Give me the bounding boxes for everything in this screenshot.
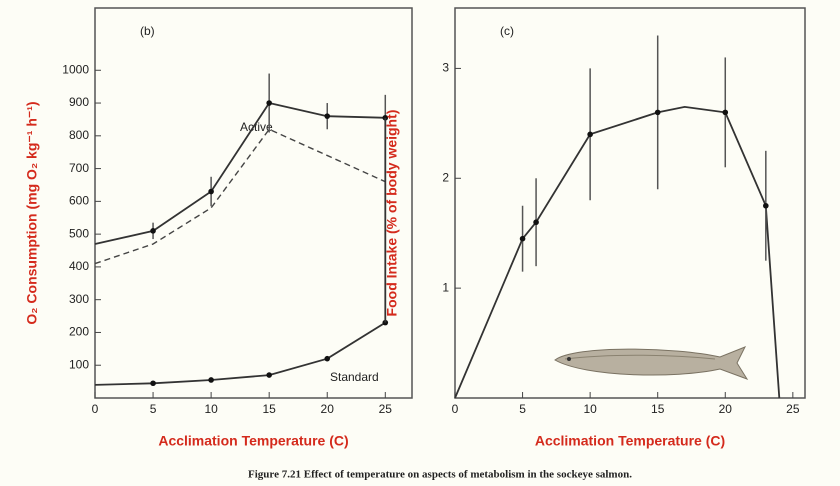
data-point <box>763 202 769 209</box>
series-line <box>94 321 386 386</box>
data-point <box>208 377 214 383</box>
annotation: Standard <box>330 370 379 384</box>
y-tick-label: 500 <box>69 226 89 240</box>
data-point <box>208 188 214 195</box>
data-point <box>722 109 729 116</box>
plot-frame <box>454 7 806 399</box>
y-tick-label: 400 <box>69 259 89 273</box>
y-tick-label: 900 <box>69 95 89 109</box>
data-point <box>519 235 526 242</box>
data-point <box>654 109 661 116</box>
fish-illustration <box>554 346 749 380</box>
data-point <box>382 319 389 326</box>
data-point <box>266 372 272 378</box>
data-point <box>266 100 272 106</box>
x-axis-label: Acclimation Temperature (C) <box>535 433 725 449</box>
x-tick-label: 15 <box>262 402 276 416</box>
x-tick-label: 0 <box>452 402 459 416</box>
y-tick-label: 300 <box>69 292 89 306</box>
y-tick-label: 1000 <box>62 62 89 76</box>
data-point <box>150 380 156 387</box>
y-tick-label: 200 <box>69 325 89 339</box>
x-tick-label: 5 <box>519 402 526 416</box>
y-tick-label: 800 <box>69 128 89 142</box>
y-tick-label: 2 <box>442 170 449 184</box>
x-tick-label: 5 <box>150 402 157 416</box>
y-tick-label: 1 <box>442 280 449 294</box>
x-tick-label: 20 <box>321 402 335 416</box>
caption: Figure 7.21 Effect of temperature on asp… <box>248 469 632 481</box>
x-tick-label: 10 <box>583 402 597 416</box>
x-tick-label: 15 <box>651 402 665 416</box>
data-point <box>324 113 331 119</box>
y-tick-label: 600 <box>69 194 89 208</box>
x-tick-label: 25 <box>786 402 800 416</box>
panel-label: (c) <box>500 24 514 38</box>
y-tick-label: 700 <box>69 161 89 175</box>
panel-label: (b) <box>140 24 155 38</box>
y-axis-label: O₂ Consumption (mg O₂ kg⁻¹ h⁻¹) <box>24 101 40 324</box>
x-tick-label: 10 <box>204 402 218 416</box>
plot-frame <box>94 7 413 399</box>
data-point <box>382 114 389 121</box>
data-point <box>533 219 539 226</box>
data-point <box>324 355 331 362</box>
x-tick-label: 20 <box>719 402 733 416</box>
y-tick-label: 100 <box>69 357 89 371</box>
y-tick-label: 3 <box>442 61 449 75</box>
data-point <box>150 228 156 234</box>
series-line <box>94 101 386 245</box>
y-axis-label: Food Intake (% of body weight) <box>384 110 400 317</box>
x-tick-label: 25 <box>379 402 393 416</box>
x-tick-label: 0 <box>92 402 99 416</box>
annotation: Active <box>240 120 273 134</box>
data-point <box>587 131 593 138</box>
x-axis-label: Acclimation Temperature (C) <box>158 433 348 449</box>
series-line <box>94 128 386 265</box>
